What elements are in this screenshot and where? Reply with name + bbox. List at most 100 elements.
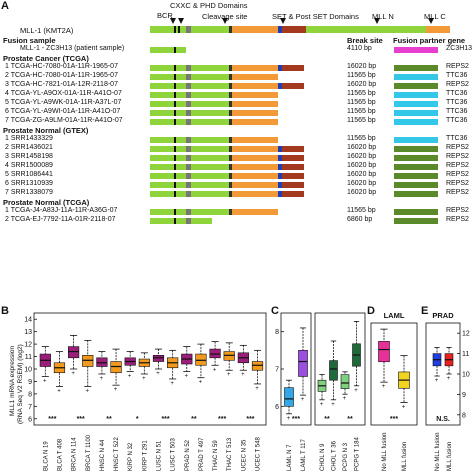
box-plot-mark: + [284,379,294,422]
category-label: MLL fusion [402,442,408,471]
category-label: CHOL T 36 [332,440,338,471]
sample-name: 3 SRR1458198 [5,153,53,160]
svg-text:+: + [287,416,291,422]
y-tick-label: 12 [462,331,470,338]
fusion-bar [150,92,438,98]
y-tick-label: 10 [462,372,470,379]
panel-b-label: B [1,305,9,317]
svg-text:+: + [343,396,347,402]
y-tick-label: 9 [462,392,466,399]
sample-name: 7 SRR1338079 [5,189,53,196]
sample-name: 4 TCGA-YL-A9OX-01A-11R-A41O-07 [5,90,122,97]
box-plot-mark: + [152,348,165,377]
panel-b-ylabel-1: MLL1 mRNA expression [9,345,16,416]
break-site-value: 16020 bp [347,153,377,160]
significance-mark: ** [347,416,353,423]
category-label: PCPG T 184 [355,437,361,471]
sample-name: 3 TCGA-HC-7821-01A-12R-2118-07 [5,81,118,88]
svg-text:+: + [447,376,451,382]
mll-n-label: MLL N [372,12,394,21]
sample-name: 2 TCGA-HC-7080-01A-11R-1965-07 [5,72,118,79]
partner-color-swatch [394,119,438,125]
partner-gene: REPS2 [446,162,469,169]
svg-text:+: + [354,388,358,394]
mll1-domain-map [150,18,450,33]
category-label: CHOL N 9 [320,443,326,471]
partner-gene: REPS2 [446,180,469,187]
cxxc-phd-domains-label: CXXC & PHD Domains [170,1,248,10]
category-label: No MLL fusion [435,433,441,471]
box-plot-mark: + [444,347,454,382]
fusion-bar [150,137,438,143]
partner-color-swatch [394,92,438,98]
break-site-value: 16020 bp [347,63,377,70]
y-tick-label: 6 [275,404,279,411]
sample-name: 6 SRR1310939 [5,180,53,187]
sample-name: 5 TCGA-YL-A9WK-01A-11R-A37L-07 [5,99,122,106]
partner-gene: ZC3H13 [446,45,473,52]
sample-name: 5 SRR1086441 [5,171,53,178]
panel-c-chart: 876++***LAML N 7 LAML T 117+ +++** **CHOL N… [275,312,366,471]
fusion-bar [150,146,438,152]
panel-e-plot-frame [425,322,461,426]
svg-text:+: + [100,376,104,382]
box-plot-mark: + [82,339,94,394]
svg-text:+: + [435,378,439,384]
partner-gene: TTC36 [446,90,468,97]
box-plot-mark: + [39,346,51,384]
category-label: LAML N 7 [287,444,293,471]
partner-color-swatch [394,101,438,107]
partner-gene: REPS2 [446,189,469,196]
break-site-value: 16020 bp [347,81,377,88]
section-title: Prostate Cancer (TCGA) [3,54,89,63]
partner-gene: REPS2 [446,153,469,160]
section-title: Fusion sample [3,36,56,45]
break-site-value: 16020 bp [347,144,377,151]
significance-mark: * [136,416,139,423]
break-site-value: 11565 bp [347,207,376,214]
significance-mark: *** [390,416,398,423]
partner-color-swatch [394,182,438,188]
box-plot-mark: + [209,341,221,373]
svg-text:+: + [331,402,335,408]
category-label: HNSC T 522 [114,437,120,471]
break-site-value: 16020 bp [347,162,377,169]
fusion-bar [150,173,438,179]
significance-mark: ** [106,416,112,423]
y-tick-label: 10 [24,367,32,374]
y-tick-label: 14 [24,317,32,324]
break-site-value: 11565 bp [347,117,376,124]
cxxc-marker-icon [178,18,184,24]
y-tick-label: 11 [462,351,469,358]
box-plot-mark: + [251,349,264,392]
partner-color-swatch [394,47,438,53]
mll1-gene-label: MLL-1 (KMT2A) [20,26,74,35]
box-plot-mark: + [317,374,327,408]
category-label: THAC N 59 [213,440,219,471]
box-plot-mark: + [53,351,66,394]
significance-mark: *** [161,416,169,423]
svg-text:+: + [71,371,75,377]
category-label: KIRP N 32 [128,442,134,471]
svg-text:+: + [227,372,231,378]
significance-mark: N.S. [436,416,450,423]
box-plot-mark: + [398,355,410,411]
partner-color-swatch [394,65,438,71]
panel-d-label: D [367,305,375,317]
partner-color-swatch [394,173,438,179]
svg-text:+: + [128,373,132,379]
partner-gene: REPS2 [446,144,469,151]
mll-c-label: MLL C [424,12,446,21]
category-label: BLCA N 19 [43,441,49,471]
y-tick-label: 9 [28,379,32,386]
box-plot-mark: + [352,320,361,394]
section-title: Prostate Normal (GTEX) [3,126,89,135]
box-plot-mark: + [432,347,442,384]
panel-c-right-frame [314,312,366,426]
break-site-value: 11565 bp [347,90,376,97]
sample-name: 7 TCGA-ZG-A9LM-01A-11R-A41O-07 [5,117,123,124]
box-plot-mark: + [329,340,338,408]
y-tick-label: 13 [24,329,32,336]
set-marker-icon [280,18,286,24]
